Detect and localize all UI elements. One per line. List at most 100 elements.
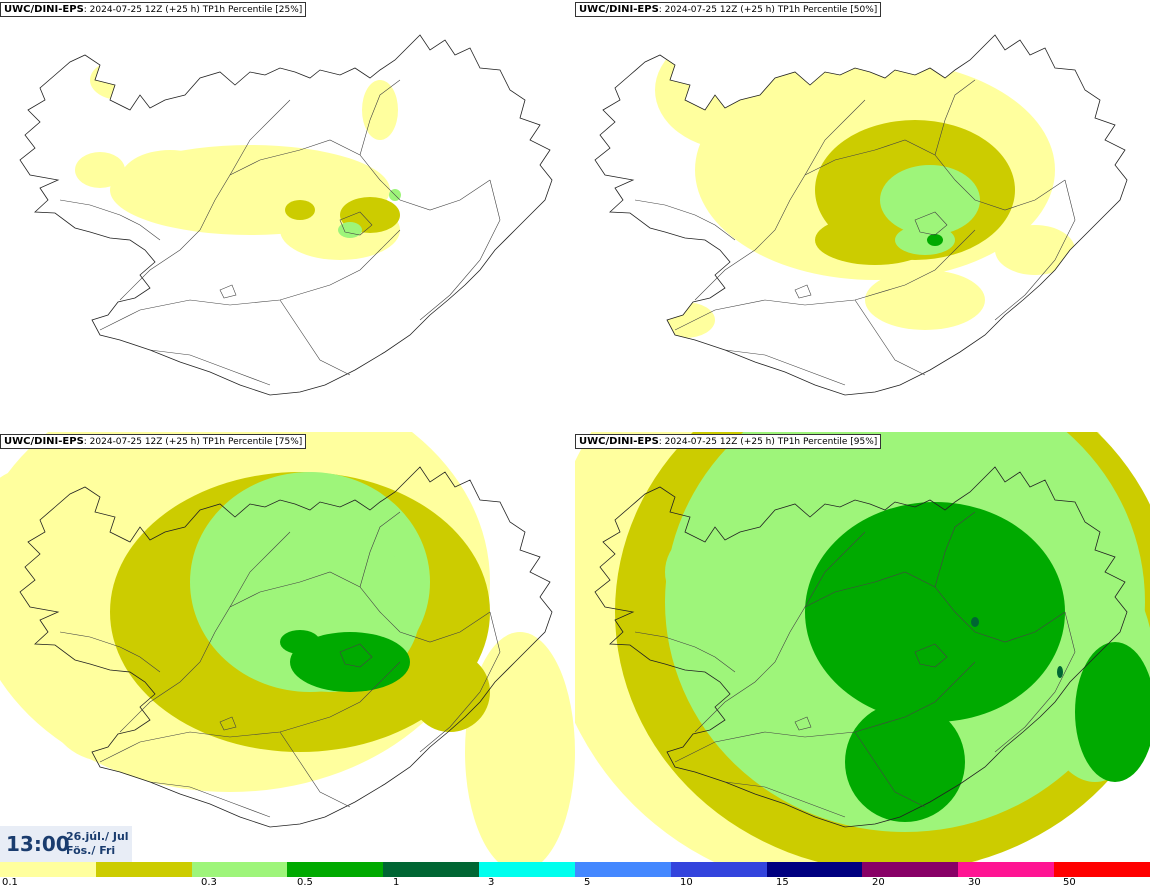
road-line <box>854 299 926 376</box>
legend-tick-label: 1 <box>393 877 400 888</box>
legend-swatch <box>670 862 767 877</box>
road-line <box>59 631 161 673</box>
legend-swatch <box>0 862 96 877</box>
iceland-coastline <box>19 466 553 828</box>
legend-tick-label: 50 <box>1063 877 1076 888</box>
road-line <box>359 79 401 156</box>
model-name: UWC/DINI-EPS <box>579 4 659 15</box>
run-info: : 2024-07-25 12Z (+25 h) <box>83 437 200 447</box>
road-line <box>934 79 976 156</box>
precip-area <box>805 502 1065 722</box>
model-name: UWC/DINI-EPS <box>4 4 84 15</box>
road-line <box>694 581 876 733</box>
legend-tick-label: 20 <box>872 877 885 888</box>
road-line <box>229 531 291 608</box>
precip-area <box>362 80 398 140</box>
road-line <box>874 139 1066 211</box>
precip-area <box>665 522 785 622</box>
legend-swatch <box>766 862 863 877</box>
road-line <box>119 149 301 301</box>
glacier-outline <box>794 643 948 731</box>
road-line <box>804 531 866 608</box>
precip-area <box>290 632 410 692</box>
iceland-coastline <box>19 34 553 396</box>
legend-tick-label: 0.5 <box>297 877 313 888</box>
precip-map-p25 <box>19 34 553 396</box>
map-panel-p95: UWC/DINI-EPS: 2024-07-25 12Z (+25 h) TP1… <box>575 432 1150 862</box>
road-line <box>149 349 271 386</box>
road-line <box>724 781 846 818</box>
model-name: UWC/DINI-EPS <box>579 436 659 447</box>
precip-map-p95 <box>575 432 1150 862</box>
road-line <box>804 99 866 176</box>
legend-tick-label: 15 <box>776 877 789 888</box>
glacier-outline <box>219 643 373 731</box>
road-line <box>149 781 271 818</box>
precip-area <box>410 652 490 732</box>
road-line <box>119 581 301 733</box>
legend-swatch <box>383 862 480 877</box>
legend-tick-label: 5 <box>584 877 591 888</box>
road-line <box>994 611 1076 753</box>
valid-date-line1: 26.júl./ Jul <box>66 830 129 843</box>
precip-area <box>880 165 980 235</box>
precip-area <box>927 234 943 246</box>
run-info: : 2024-07-25 12Z (+25 h) <box>658 437 775 447</box>
valid-date: 26.júl./ Jul Fös./ Fri <box>66 830 129 858</box>
panel-title: UWC/DINI-EPS: 2024-07-25 12Z (+25 h) TP1… <box>575 434 882 449</box>
legend-tick-label: 3 <box>488 877 495 888</box>
panel-title: UWC/DINI-EPS: 2024-07-25 12Z (+25 h) TP1… <box>0 2 307 17</box>
legend-swatch <box>287 862 384 877</box>
legend-swatch <box>862 862 959 877</box>
road-line <box>634 199 736 241</box>
road-line <box>299 571 491 643</box>
precip-map-p75 <box>0 432 575 862</box>
precip-area <box>865 270 985 330</box>
valid-time-box: 13:00 26.júl./ Jul Fös./ Fri <box>0 826 132 862</box>
precip-area <box>1057 666 1063 678</box>
legend-tick-label: 0.1 <box>2 877 18 888</box>
road-line <box>694 149 876 301</box>
precip-area <box>120 150 220 210</box>
param-name: TP1h Percentile [50%] <box>777 5 878 15</box>
precip-area <box>971 617 979 627</box>
road-line <box>419 179 501 321</box>
glacier-outline <box>794 211 948 299</box>
legend-ticks: 0.1 0.3 0.5 1 3 5 10 15 20 30 50 <box>0 876 1150 891</box>
road-line <box>854 731 926 808</box>
legend-tick-label: 10 <box>680 877 693 888</box>
precip-area <box>75 152 125 188</box>
precip-area <box>90 60 150 100</box>
precip-map-p50 <box>594 34 1128 396</box>
legend-swatch <box>574 862 671 877</box>
panel-title: UWC/DINI-EPS: 2024-07-25 12Z (+25 h) TP1… <box>575 2 882 17</box>
map-panel-p25: UWC/DINI-EPS: 2024-07-25 12Z (+25 h) TP1… <box>0 0 575 430</box>
legend-tick-label: 0.3 <box>201 877 217 888</box>
road-line <box>229 99 291 176</box>
road-line <box>279 299 351 376</box>
precip-area <box>655 302 715 338</box>
road-line <box>359 511 401 588</box>
iceland-coastline <box>594 466 1128 828</box>
legend-tick-label: 30 <box>968 877 981 888</box>
param-name: TP1h Percentile [25%] <box>202 5 303 15</box>
precip-area <box>845 702 965 822</box>
glacier-outline <box>219 211 373 299</box>
valid-time: 13:00 <box>6 832 70 856</box>
legend-swatch <box>958 862 1055 877</box>
road-line <box>59 199 161 241</box>
precip-area <box>1075 642 1150 782</box>
valid-date-line2: Fös./ Fri <box>66 844 116 857</box>
precip-area <box>465 632 575 862</box>
precip-area <box>655 35 815 150</box>
param-name: TP1h Percentile [75%] <box>202 437 303 447</box>
precip-area <box>895 225 955 255</box>
road-line <box>994 179 1076 321</box>
legend-swatch <box>479 862 575 877</box>
precip-area <box>280 630 320 654</box>
road-line <box>634 631 736 673</box>
legend-swatch <box>95 862 192 877</box>
road-line <box>279 731 351 808</box>
road-line <box>874 571 1066 643</box>
iceland-coastline <box>594 34 1128 396</box>
